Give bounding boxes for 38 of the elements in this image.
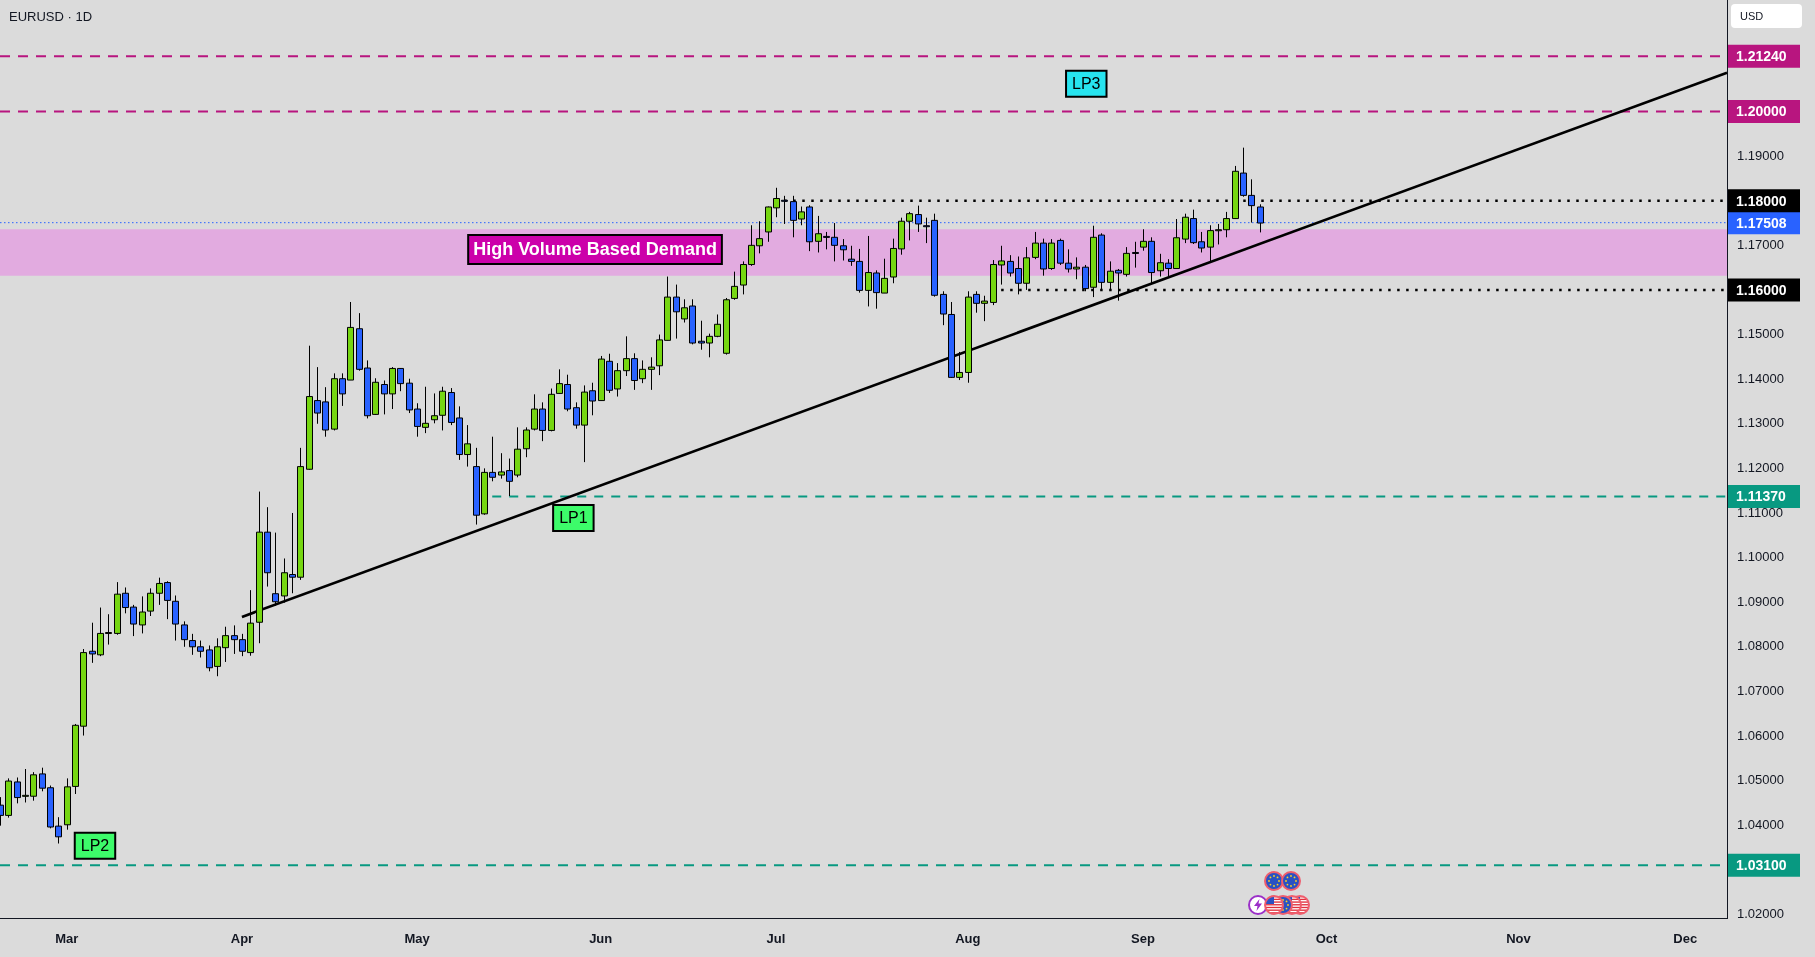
y-tick-label: 1.13000 (1737, 415, 1784, 431)
y-tick-label: 1.14000 (1737, 370, 1784, 386)
x-tick-label: Mar (55, 931, 79, 947)
annotation: LP2 (80, 837, 110, 855)
x-tick-label: Sep (1131, 931, 1155, 947)
annotation: LP1 (559, 509, 588, 527)
x-tick-label: Oct (1315, 931, 1339, 947)
y-tick-label: 1.07000 (1737, 682, 1784, 698)
x-tick-label: Aug (955, 931, 981, 947)
y-tick-label: 1.09000 (1737, 593, 1784, 609)
ref-line-label: 1.17508 (1736, 214, 1787, 231)
y-tick-label: 1.19000 (1737, 147, 1784, 163)
band-label: High Volume Based Demand (473, 239, 717, 260)
y-tick-label: 1.12000 (1737, 459, 1784, 475)
y-tick-label: 1.10000 (1737, 549, 1784, 565)
y-tick-label: 1.08000 (1737, 638, 1784, 654)
x-tick-label: Jun (589, 931, 613, 947)
y-tick-label: 1.11000 (1737, 504, 1784, 520)
ref-line-label: 1.21240 (1736, 48, 1787, 65)
text: EURUSD · 1D (9, 8, 93, 24)
y-tick-label: 1.05000 (1737, 772, 1784, 788)
x-tick-label: Nov (1506, 931, 1532, 947)
x-tick-label: May (404, 931, 431, 947)
y-tick-label: 1.06000 (1737, 727, 1784, 743)
y-tick-label: 1.04000 (1737, 816, 1784, 832)
x-tick-label: Apr (230, 931, 254, 947)
data-label: 1.11370 (1736, 488, 1787, 505)
x-tick-label: Dec (1673, 931, 1698, 947)
data-label: 1.16000 (1736, 281, 1787, 298)
y-tick-label: 1.15000 (1737, 326, 1784, 342)
ref-line-label: 1.03100 (1736, 857, 1787, 874)
ref-line-label: 1.20000 (1736, 103, 1787, 120)
x-tick-label: Jul (766, 931, 786, 947)
y-tick-label: 1.17000 (1737, 236, 1784, 252)
y-axis-title: USD (1740, 10, 1764, 23)
annotation: LP3 (1072, 75, 1101, 93)
data-label: 1.18000 (1736, 192, 1787, 209)
y-tick-label: 1.02000 (1737, 906, 1784, 922)
